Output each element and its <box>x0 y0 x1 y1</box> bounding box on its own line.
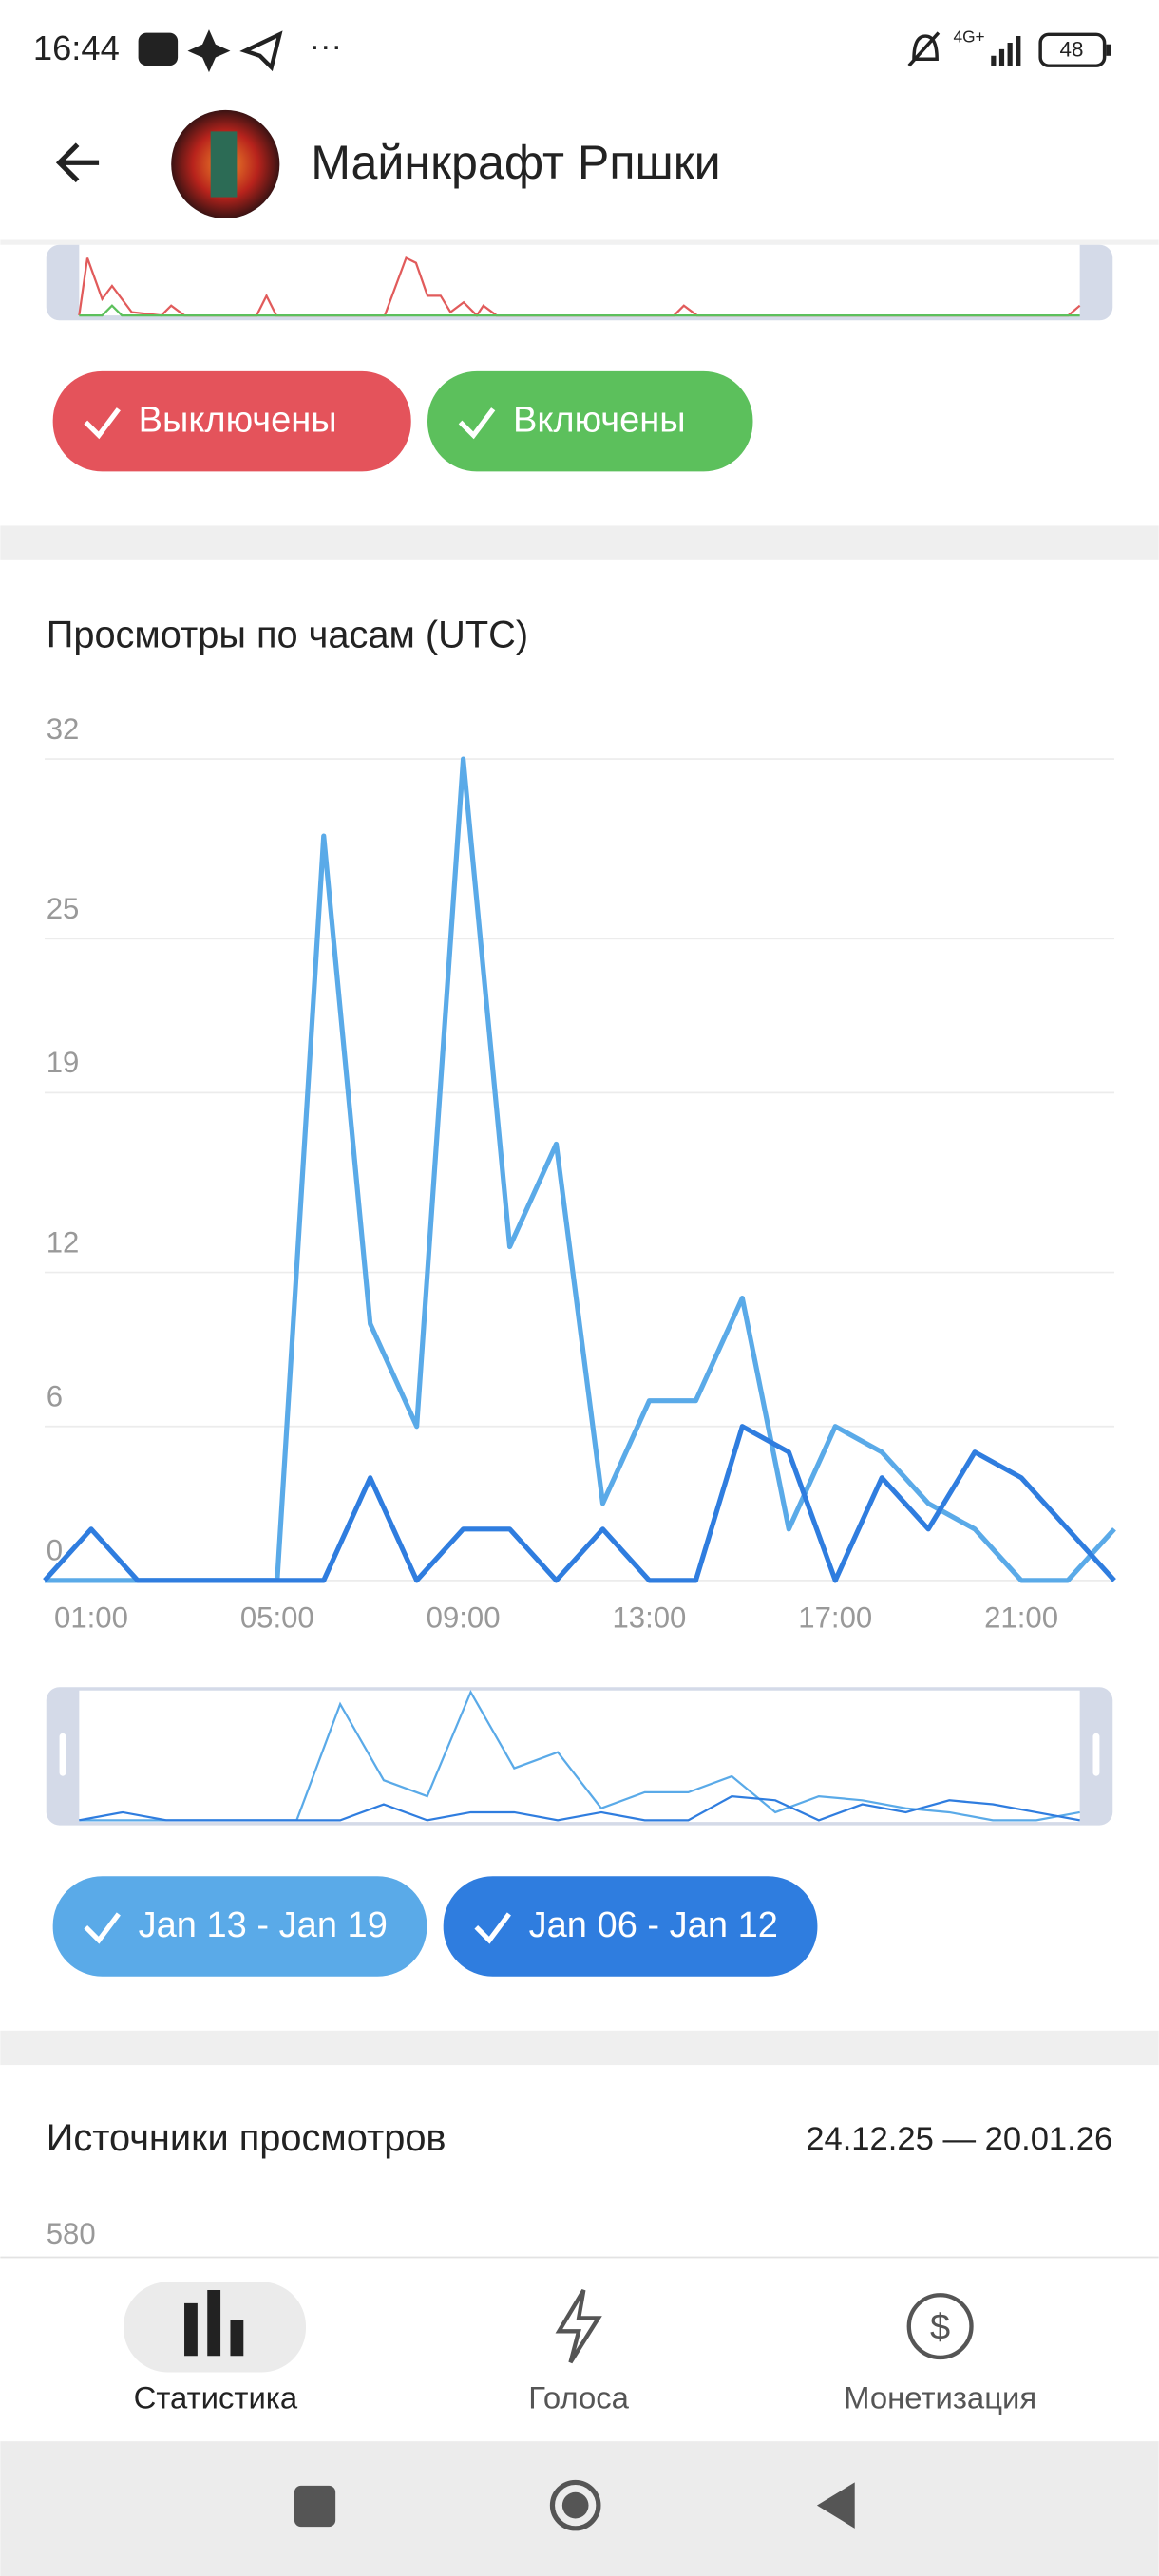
navigator-handle[interactable] <box>59 1733 66 1776</box>
app-icon <box>138 32 179 66</box>
header-shadow <box>0 239 1159 245</box>
legend-label: Jan 06 - Jan 12 <box>529 1905 778 1945</box>
x-tick-label: 13:00 <box>612 1601 686 1635</box>
nav-label[interactable]: Статистика <box>134 2380 298 2415</box>
plot: 0 6 12 19 25 32 01:00 05:00 09:00 13:00 17:00 21:00 <box>43 712 1116 1635</box>
legend-label: Jan 13 - Jan 19 <box>139 1905 388 1945</box>
y-tick-label: 12 <box>47 1225 80 1259</box>
section-title: Источники просмотров <box>47 2117 446 2159</box>
x-tick-label: 09:00 <box>427 1601 501 1635</box>
x-tick-label: 21:00 <box>984 1601 1058 1635</box>
y-tick-label: 32 <box>47 712 80 746</box>
y-tick-label: 0 <box>47 1534 63 1567</box>
check-icon <box>474 1912 511 1944</box>
home-button <box>561 2491 589 2519</box>
toggle-off[interactable] <box>52 370 411 472</box>
votes-icon <box>555 2288 602 2364</box>
navigator-lines <box>79 1689 1080 1822</box>
y-tick-label: 6 <box>47 1380 63 1413</box>
legend-toggle[interactable] <box>52 1876 428 1977</box>
check-icon <box>84 407 121 440</box>
separator <box>0 525 1159 560</box>
chart-title: Просмотры по часам (UTC) <box>47 615 528 656</box>
money-icon <box>906 2293 974 2360</box>
network: 4G+ <box>953 27 984 46</box>
navigator-window <box>79 244 1080 316</box>
navigator-window <box>79 1690 1080 1823</box>
battery <box>1038 32 1107 67</box>
nav-label[interactable]: Монетизация <box>844 2380 1036 2415</box>
y-tick-label: 25 <box>47 892 80 925</box>
navigator-line <box>79 1794 1080 1822</box>
money-icon: $ <box>930 2308 950 2348</box>
battery <box>1106 44 1112 56</box>
back-nav-button[interactable] <box>816 2482 855 2529</box>
x-tick-label: 17:00 <box>798 1601 872 1635</box>
check-icon <box>84 1912 121 1944</box>
app-icon <box>187 29 231 73</box>
signal-icon <box>991 36 1021 66</box>
stats-icon <box>184 2290 244 2357</box>
more-icon: ··· <box>309 28 342 64</box>
app-icon <box>239 30 283 72</box>
separator <box>0 2030 1159 2066</box>
status-time: 16:44 <box>33 28 120 67</box>
battery-level: 48 <box>1060 38 1084 62</box>
legend: Jan 13 - Jan 19 Jan 06 - Jan 12 <box>52 1876 818 1977</box>
home-button[interactable] <box>549 2479 601 2531</box>
toggle-on[interactable] <box>428 370 753 472</box>
nav-label[interactable]: Голоса <box>528 2380 629 2415</box>
recents-button[interactable] <box>294 2485 336 2528</box>
mute-icon <box>907 31 940 67</box>
line <box>79 304 1080 317</box>
channel-title: Майнкрафт Рпшки <box>311 136 720 189</box>
x-tick-label: 05:00 <box>240 1601 314 1635</box>
legend-toggle[interactable] <box>443 1876 818 1977</box>
y-tick-label: 19 <box>47 1046 80 1079</box>
navigator-handle[interactable] <box>1092 1733 1100 1776</box>
toggle-label: Включены <box>513 401 686 441</box>
date-range[interactable]: 24.12.25 — 20.01.26 <box>806 2121 1112 2157</box>
toggle-label: Выключены <box>139 401 337 441</box>
x-tick-label: 01:00 <box>54 1601 128 1635</box>
line <box>43 1424 1116 1583</box>
y-tick-label: 580 <box>47 2217 96 2250</box>
check-icon <box>458 407 496 440</box>
avatar-figure <box>210 131 238 198</box>
back-button[interactable] <box>55 142 100 183</box>
